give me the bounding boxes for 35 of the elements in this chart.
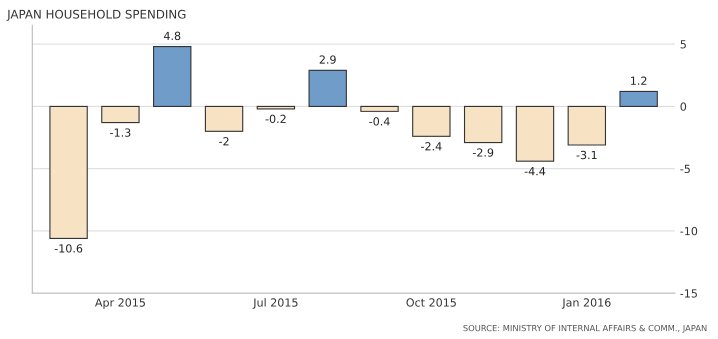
source-note: SOURCE: MINISTRY OF INTERNAL AFFAIRS & COMM., JAPAN — [463, 324, 706, 333]
data-label: 1.2 — [631, 76, 646, 85]
data-label: -10.6 — [54, 244, 82, 253]
chart-title: JAPAN HOUSEHOLD SPENDING — [6, 10, 186, 21]
bar — [516, 106, 554, 162]
x-tick-label: Jul 2015 — [252, 298, 298, 309]
data-label: -4.4 — [524, 167, 546, 176]
data-label: 2.9 — [320, 55, 336, 64]
x-tick-label: Apr 2015 — [94, 298, 145, 309]
bar — [412, 106, 451, 137]
data-label: -0.2 — [266, 114, 286, 124]
x-tick-label: Jan 2016 — [562, 298, 611, 309]
bar — [464, 106, 502, 144]
bar — [256, 106, 296, 110]
y-tick-label: 5 — [680, 40, 686, 48]
data-label: -2.9 — [472, 148, 494, 157]
bar — [308, 70, 347, 107]
data-label: -0.4 — [369, 117, 390, 126]
data-label: -1.3 — [110, 128, 130, 137]
x-tick-label: Oct 2015 — [406, 298, 456, 307]
y-tick-label: -15 — [680, 289, 697, 298]
y-tick-label: -5 — [680, 164, 690, 174]
y-tick-label: -10 — [680, 226, 698, 236]
bar — [568, 106, 606, 146]
bar — [619, 90, 658, 107]
data-label: 4.8 — [164, 32, 180, 40]
data-label: -2.4 — [421, 142, 442, 150]
data-label: -2 — [219, 137, 228, 146]
bar — [49, 106, 88, 239]
data-label: -3.1 — [576, 150, 597, 160]
y-tick-label: 0 — [680, 102, 686, 111]
bar — [360, 106, 399, 112]
bar — [101, 106, 140, 124]
bar — [153, 46, 192, 107]
bar — [204, 106, 244, 132]
